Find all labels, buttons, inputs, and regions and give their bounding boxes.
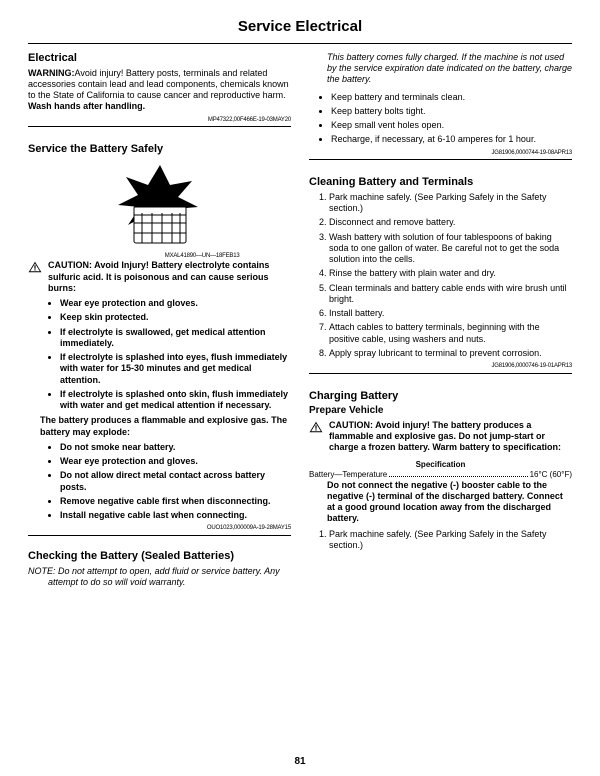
checking-note: NOTE: Do not attempt to open, add fluid …: [28, 566, 291, 589]
list-item: Wear eye protection and gloves.: [60, 298, 291, 309]
list-item: Keep battery and terminals clean.: [331, 92, 572, 103]
service-caution-text: CAUTION: Avoid Injury! Battery electroly…: [48, 260, 291, 294]
top-code: JG81906,0000744-19-08APR13: [309, 150, 572, 158]
charging-bold-para: Do not connect the negative (-) booster …: [327, 480, 572, 525]
section-divider: [28, 126, 291, 127]
spec-value: 16°C (60°F): [530, 470, 572, 480]
list-item: Do not smoke near battery.: [60, 442, 291, 453]
list-item: Recharge, if necessary, at 6-10 amperes …: [331, 134, 572, 145]
warning-label: WARNING:: [28, 68, 75, 78]
warning-body-2: Wash hands after handling.: [28, 101, 145, 111]
list-item: Apply spray lubricant to terminal to pre…: [329, 348, 572, 359]
list-item: Rinse the battery with plain water and d…: [329, 268, 572, 279]
left-column: Electrical WARNING:Avoid injury! Battery…: [28, 52, 291, 592]
cleaning-code: JG81906,0000746-19-01APR13: [309, 363, 572, 371]
list-item: Keep battery bolts tight.: [331, 106, 572, 117]
list-item: Keep skin protected.: [60, 312, 291, 323]
charging-steps: Park machine safely. (See Parking Safely…: [309, 529, 572, 552]
list-item: Keep small vent holes open.: [331, 120, 572, 131]
service-code: OUO1023,000009A-19-28MAY15: [28, 525, 291, 533]
service-caution: CAUTION: Avoid Injury! Battery electroly…: [28, 260, 291, 294]
list-item: Install negative cable last when connect…: [60, 510, 291, 521]
list-item: Do not allow direct metal contact across…: [60, 470, 291, 493]
list-item: Disconnect and remove battery.: [329, 217, 572, 228]
warning-triangle-icon: [28, 261, 42, 273]
page-title: Service Electrical: [28, 18, 572, 37]
list-item: Install battery.: [329, 308, 572, 319]
right-column: This battery comes fully charged. If the…: [309, 52, 572, 592]
prepare-vehicle-sub: Prepare Vehicle: [309, 405, 572, 418]
list-item: Remove negative cable first when disconn…: [60, 496, 291, 507]
battery-explosion-illustration: [100, 163, 220, 253]
title-divider: [28, 43, 572, 44]
list-item: If electrolyte is splashed into eyes, fl…: [60, 352, 291, 386]
list-item: Clean terminals and battery cable ends w…: [329, 283, 572, 306]
list-item: If electrolyte is swallowed, get medical…: [60, 327, 291, 350]
charging-caution-text: CAUTION: Avoid injury! The battery produ…: [329, 420, 572, 454]
list-item: Attach cables to battery terminals, begi…: [329, 322, 572, 345]
section-divider: [28, 535, 291, 536]
electrical-warning: WARNING:Avoid injury! Battery posts, ter…: [28, 68, 291, 113]
explosion-warning: The battery produces a flammable and exp…: [40, 415, 291, 438]
electrical-code: MP47322,00F466E-19-03MAY20: [28, 117, 291, 125]
checking-heading: Checking the Battery (Sealed Batteries): [28, 550, 291, 564]
charging-caution: CAUTION: Avoid injury! The battery produ…: [309, 420, 572, 454]
list-item: If electrolyte is splashed onto skin, fl…: [60, 389, 291, 412]
warning-triangle-icon: [309, 421, 323, 433]
section-divider: [309, 373, 572, 374]
battery-tips-list: Keep battery and terminals clean. Keep b…: [309, 92, 572, 146]
cleaning-heading: Cleaning Battery and Terminals: [309, 176, 572, 190]
page-number: 81: [0, 756, 600, 769]
spec-heading: Specification: [309, 460, 572, 470]
section-divider: [309, 159, 572, 160]
spec-row: Battery—Temperature 16°C (60°F): [309, 470, 572, 480]
fully-charged-note: This battery comes fully charged. If the…: [327, 52, 572, 86]
electrical-heading: Electrical: [28, 52, 291, 66]
cleaning-steps: Park machine safely. (See Parking Safely…: [309, 192, 572, 359]
illustration-code: MXAL41890—UN—18FEB13: [80, 253, 240, 261]
service-heading: Service the Battery Safely: [28, 143, 291, 157]
list-item: Wash battery with solution of four table…: [329, 232, 572, 266]
caution-bullets-1: Wear eye protection and gloves. Keep ski…: [28, 298, 291, 521]
charging-heading: Charging Battery: [309, 390, 572, 404]
list-item: Park machine safely. (See Parking Safely…: [329, 529, 572, 552]
list-item: Wear eye protection and gloves.: [60, 456, 291, 467]
list-item: Park machine safely. (See Parking Safely…: [329, 192, 572, 215]
spec-label: Battery—Temperature: [309, 470, 387, 480]
spec-dots: [389, 471, 527, 477]
two-column-layout: Electrical WARNING:Avoid injury! Battery…: [28, 52, 572, 592]
